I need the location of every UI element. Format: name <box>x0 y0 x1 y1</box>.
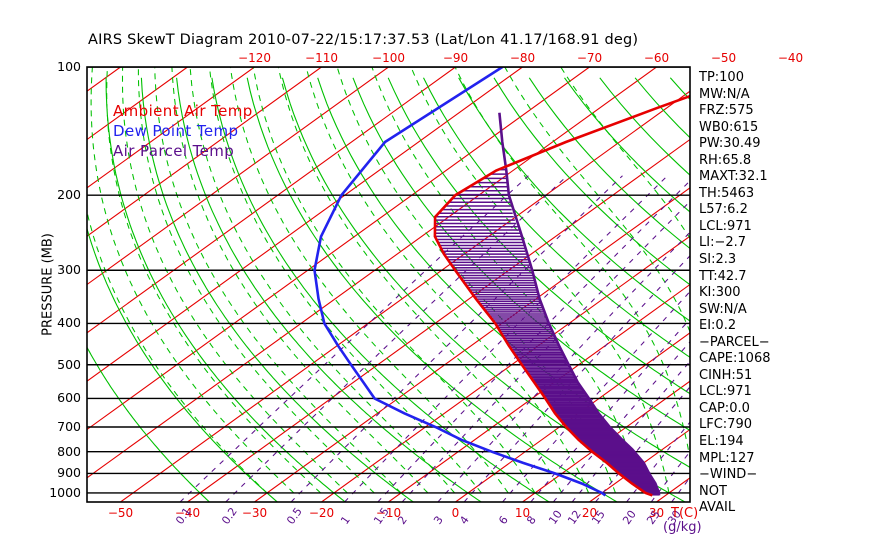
panel-row: LCL:971 <box>699 218 752 234</box>
bottom-isotherm-label: 0 <box>451 506 460 520</box>
panel-row: EI:0.2 <box>699 318 737 334</box>
panel-row: CINH:51 <box>699 367 753 383</box>
panel-row: LFC:790 <box>699 417 752 433</box>
bottom-isotherm-label: −40 <box>174 506 201 520</box>
panel-row: NOT <box>699 483 727 499</box>
pressure-tick-label: 600 <box>57 390 81 406</box>
bottom-isotherm-label: −50 <box>107 506 134 520</box>
panel-row: EL:194 <box>699 434 744 450</box>
temperature-axis-label: T(C) <box>671 506 699 521</box>
panel-row: LI:−2.7 <box>699 235 747 251</box>
pressure-tick-label: 700 <box>57 418 81 434</box>
top-isotherm-label: −80 <box>509 51 536 65</box>
pressure-tick-label: 100 <box>57 59 81 74</box>
pressure-tick-label: 800 <box>57 443 81 459</box>
pressure-tick-label: 200 <box>57 187 81 203</box>
legend-dew-point-temp: Dew Point Temp <box>113 122 239 140</box>
bottom-isotherm-label: −10 <box>375 506 402 520</box>
panel-row: −PARCEL− <box>699 334 770 350</box>
panel-row: L57:6.2 <box>699 202 748 218</box>
panel-row: WB0:615 <box>699 119 759 135</box>
top-isotherm-label: −100 <box>372 51 405 65</box>
top-isotherm-label: −40 <box>777 51 804 65</box>
panel-row: KI:300 <box>699 285 741 301</box>
bottom-isotherm-label: −30 <box>241 506 268 520</box>
panel-row: FRZ:575 <box>699 103 754 119</box>
panel-row: LCL:971 <box>699 384 752 400</box>
bottom-isotherm-label: −20 <box>308 506 335 520</box>
panel-row: AVAIL <box>699 500 736 516</box>
bottom-isotherm-label: 20 <box>581 506 598 520</box>
top-isotherm-label: −60 <box>643 51 670 65</box>
sounding-indices-panel: TP:100 MW:N/A FRZ:575 WB0:615 PW:30.49 RH:65.… <box>699 70 867 517</box>
legend-air-parcel-temp: Air Parcel Temp <box>113 142 235 160</box>
bottom-isotherm-label: 10 <box>514 506 531 520</box>
page-title: AIRS SkewT Diagram 2010-07-22/15:17:37.5… <box>88 32 639 48</box>
top-isotherm-label: −50 <box>710 51 737 65</box>
panel-row: MAXT:32.1 <box>699 169 768 185</box>
bottom-isotherm-label: 30 <box>648 506 665 520</box>
panel-row: MPL:127 <box>699 450 755 466</box>
pressure-tick-label: 400 <box>57 315 81 331</box>
pressure-tick-label: 1000 <box>49 484 81 500</box>
panel-row: −WIND− <box>699 467 758 483</box>
mixing-ratio-axis-label: (g/kg) <box>663 520 702 535</box>
top-isotherm-label: −120 <box>238 51 271 65</box>
pressure-tick-label: 500 <box>57 356 81 372</box>
y-axis-label: PRESSURE (MB) <box>40 233 56 336</box>
top-isotherm-label: −110 <box>305 51 338 65</box>
panel-row: TT:42.7 <box>699 268 747 284</box>
legend-ambient-air-temp: Ambient Air Temp <box>113 102 253 120</box>
panel-row: CAP:0.0 <box>699 400 750 416</box>
panel-row: RH:65.8 <box>699 152 752 168</box>
panel-row: TP:100 <box>699 70 744 85</box>
panel-row: MW:N/A <box>699 86 750 102</box>
top-isotherm-label: −70 <box>576 51 603 65</box>
panel-row: CAPE:1068 <box>699 351 771 367</box>
panel-row: SW:N/A <box>699 301 747 317</box>
panel-row: PW:30.49 <box>699 136 761 152</box>
pressure-tick-label: 300 <box>57 262 81 278</box>
top-isotherm-label: −90 <box>442 51 469 65</box>
pressure-tick-label: 900 <box>57 465 81 481</box>
panel-row: TH:5463 <box>699 185 755 201</box>
panel-row: SI:2.3 <box>699 252 737 268</box>
